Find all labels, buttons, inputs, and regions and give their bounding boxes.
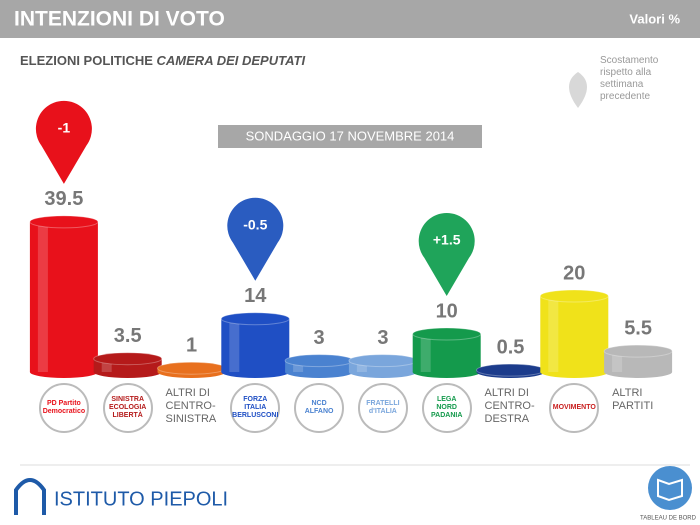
bar-top: [157, 361, 226, 375]
bar-shine: [229, 318, 240, 372]
page-title: INTENZIONI DI VOTO: [14, 8, 225, 31]
bar-shine: [101, 358, 112, 372]
bar: [540, 296, 609, 372]
change-label: -0.5: [243, 217, 267, 233]
party-logo: FORZA ITALIA BERLUSCONI: [230, 383, 281, 433]
bar-top: [476, 363, 545, 377]
bar-top: [284, 354, 354, 368]
subtitle-italic: CAMERA DEI DEPUTATI: [157, 53, 306, 68]
bar-shine: [356, 360, 367, 372]
date-box: [218, 125, 482, 148]
bar-top: [539, 289, 609, 303]
bar-shine: [293, 360, 304, 372]
bar-shine: [420, 334, 431, 372]
bar: [29, 221, 98, 372]
book-icon: [657, 478, 683, 502]
bar-top: [220, 312, 290, 326]
change-pin: [227, 197, 284, 281]
bar-top: [93, 352, 163, 366]
change-label: +1.5: [433, 232, 461, 248]
value-label: 1: [186, 334, 197, 356]
bar-shine: [612, 351, 623, 372]
header-bar: [0, 0, 700, 38]
party-logo: PD Partito Democratico: [38, 383, 89, 433]
change-label: -1: [58, 120, 71, 136]
category-label: ALTRI PARTITI: [612, 387, 654, 412]
bar-shine: [548, 296, 559, 372]
value-label: 3: [314, 327, 325, 349]
change-pin: [418, 213, 475, 296]
bar: [221, 318, 290, 372]
category-label: ALTRI DI CENTRO-SINISTRA: [165, 387, 217, 425]
bar-top: [603, 344, 673, 358]
category-label: ALTRI DI CENTRO-DESTRA: [484, 387, 535, 425]
value-label: 39.5: [44, 188, 83, 210]
value-label: 20: [563, 262, 585, 284]
party-logo: FRATELLI d'ITALIA: [357, 383, 408, 433]
change-pin: [35, 100, 92, 184]
party-logo: MOVIMENTO: [549, 383, 600, 433]
legend-note: Scostamento rispetto alla settimana prec…: [600, 55, 659, 102]
bar: [604, 351, 673, 372]
party-logo: SINISTRA ECOLOGIA LIBERTÀ: [102, 383, 153, 433]
legend-pin: [569, 72, 587, 108]
bar-top: [29, 215, 99, 229]
value-label: 3: [377, 327, 388, 349]
bar-top: [412, 327, 482, 341]
unit-note: Valori %: [629, 11, 680, 26]
value-label: 5.5: [624, 317, 652, 339]
value-label: 10: [436, 300, 458, 322]
chart-title: SONDAGGIO 17 NOVEMBRE 2014: [246, 128, 455, 143]
brand: ISTITUTO PIEPOLI: [54, 488, 228, 510]
value-label: 14: [244, 285, 267, 307]
bar: [412, 334, 481, 372]
party-logo: NCD ALFANO: [294, 383, 345, 433]
badge: TABLEAU DE BORD: [640, 516, 697, 522]
brand-logo: [14, 478, 46, 515]
subtitle-main: ELEZIONI POLITICHE: [20, 53, 153, 68]
badge-icon: [648, 466, 692, 510]
bar-shine: [37, 221, 48, 372]
subtitle: ELEZIONI POLITICHE CAMERA DEI DEPUTATI: [20, 53, 305, 68]
bar-top: [348, 354, 418, 368]
value-label: 0.5: [497, 336, 525, 358]
party-logo: LEGA NORD PADANIA: [421, 383, 472, 433]
value-label: 3.5: [114, 325, 142, 347]
